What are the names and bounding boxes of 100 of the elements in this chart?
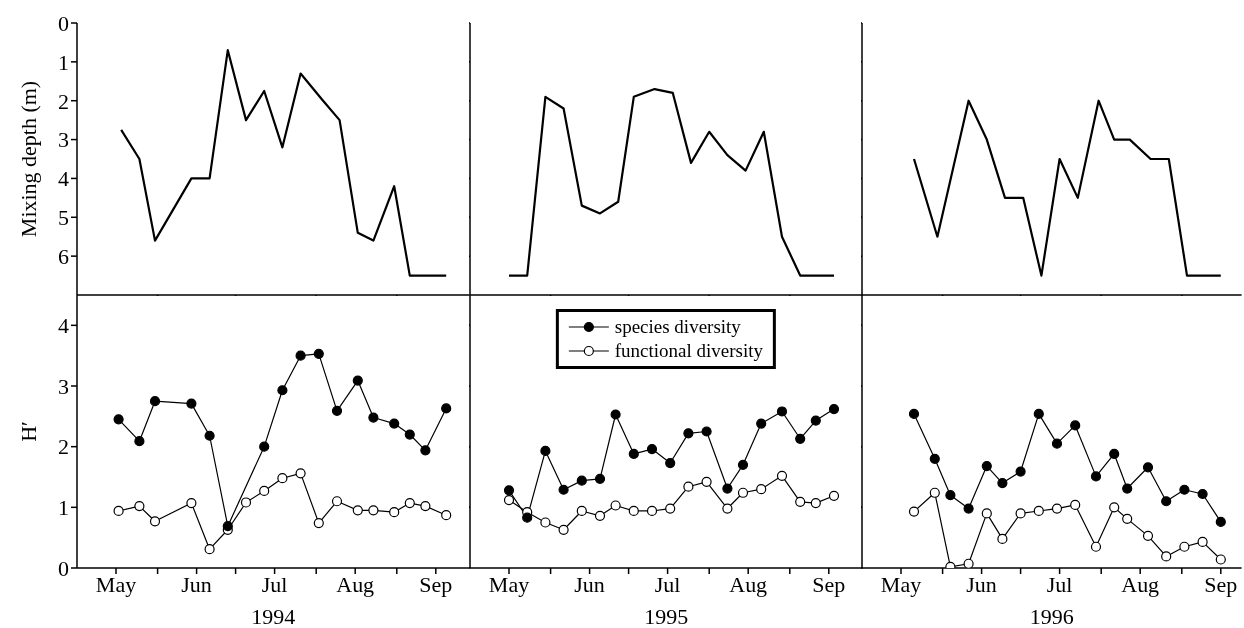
point <box>113 414 124 425</box>
point <box>503 494 514 506</box>
point <box>352 375 363 386</box>
x-tick-label: Sep <box>811 571 845 597</box>
y-tick-label: 5 <box>58 205 69 231</box>
x-tick-label: Sep <box>419 571 453 597</box>
point <box>277 473 288 484</box>
point <box>331 405 343 416</box>
y-tick-label: 1 <box>58 49 69 75</box>
point <box>420 445 431 456</box>
point <box>331 496 343 507</box>
point <box>1179 484 1190 495</box>
y-tick-label: 0 <box>58 10 69 36</box>
point <box>794 433 805 444</box>
point <box>610 409 621 420</box>
point <box>1109 502 1120 513</box>
point <box>1109 448 1120 460</box>
point <box>664 503 675 514</box>
point <box>186 398 197 409</box>
point <box>503 485 514 496</box>
point <box>810 415 821 426</box>
point <box>521 512 532 523</box>
point <box>313 518 324 529</box>
point <box>828 403 839 415</box>
point <box>1215 516 1227 527</box>
point <box>295 350 306 361</box>
point <box>295 468 306 479</box>
point <box>1197 536 1208 548</box>
point <box>186 497 197 509</box>
point <box>240 497 252 508</box>
point <box>1197 488 1208 500</box>
point <box>810 497 821 509</box>
point <box>259 441 270 452</box>
point <box>113 505 124 517</box>
point <box>420 501 431 512</box>
point <box>1143 530 1154 541</box>
point <box>646 505 657 517</box>
point <box>259 485 270 497</box>
point <box>1052 503 1063 514</box>
point <box>755 484 766 495</box>
point <box>441 403 452 414</box>
point <box>441 510 452 521</box>
point <box>682 481 694 492</box>
point <box>701 476 712 487</box>
x-tick-label: May <box>881 571 922 597</box>
point <box>1143 462 1154 473</box>
point <box>776 470 787 481</box>
y-tick-label: 0 <box>58 555 69 581</box>
legend-label: species diversity <box>614 315 741 339</box>
point <box>204 544 215 555</box>
x-axis-title: 1994 <box>251 604 296 628</box>
point <box>737 459 748 470</box>
point <box>1015 508 1026 519</box>
y-tick-label: 6 <box>58 243 69 269</box>
point <box>539 517 551 528</box>
point <box>828 490 839 501</box>
point <box>576 505 587 517</box>
y-tick-label: 3 <box>58 127 69 153</box>
y-tick-label: 4 <box>58 313 69 339</box>
x-tick-label: Jul <box>1046 571 1073 597</box>
y-tick-label: 3 <box>58 373 69 399</box>
point <box>963 503 974 514</box>
x-tick-label: May <box>95 571 137 597</box>
point <box>1070 499 1081 511</box>
point <box>610 500 621 511</box>
point <box>134 436 145 447</box>
x-tick-label: Aug <box>728 571 767 597</box>
point <box>558 484 569 495</box>
y-tick-label: 4 <box>58 166 69 192</box>
point <box>1161 496 1172 507</box>
point <box>277 385 288 396</box>
point <box>981 508 993 519</box>
point <box>997 477 1008 489</box>
point <box>909 408 920 420</box>
y-tick-label: 2 <box>58 88 69 114</box>
y-axis-title: Mixing depth (m) <box>16 80 42 238</box>
point <box>149 396 161 407</box>
point <box>701 426 712 437</box>
point <box>646 443 657 455</box>
point <box>539 445 551 457</box>
y-tick-label: 1 <box>58 495 69 521</box>
point <box>682 428 694 439</box>
point <box>594 510 605 521</box>
line-series <box>120 49 448 277</box>
point <box>909 506 920 517</box>
point <box>1091 471 1102 482</box>
x-tick-label: Aug <box>336 571 375 597</box>
point <box>1033 408 1045 420</box>
x-axis-title: 1996 <box>1030 604 1074 628</box>
point <box>721 483 733 494</box>
point <box>558 524 569 535</box>
x-tick-label: Aug <box>1121 571 1160 597</box>
point <box>389 507 400 518</box>
x-tick-label: Jun <box>181 571 212 597</box>
point <box>628 505 639 517</box>
point <box>794 496 805 507</box>
point <box>963 558 974 568</box>
x-tick-label: May <box>488 571 529 597</box>
point <box>776 406 787 417</box>
point <box>576 475 587 486</box>
